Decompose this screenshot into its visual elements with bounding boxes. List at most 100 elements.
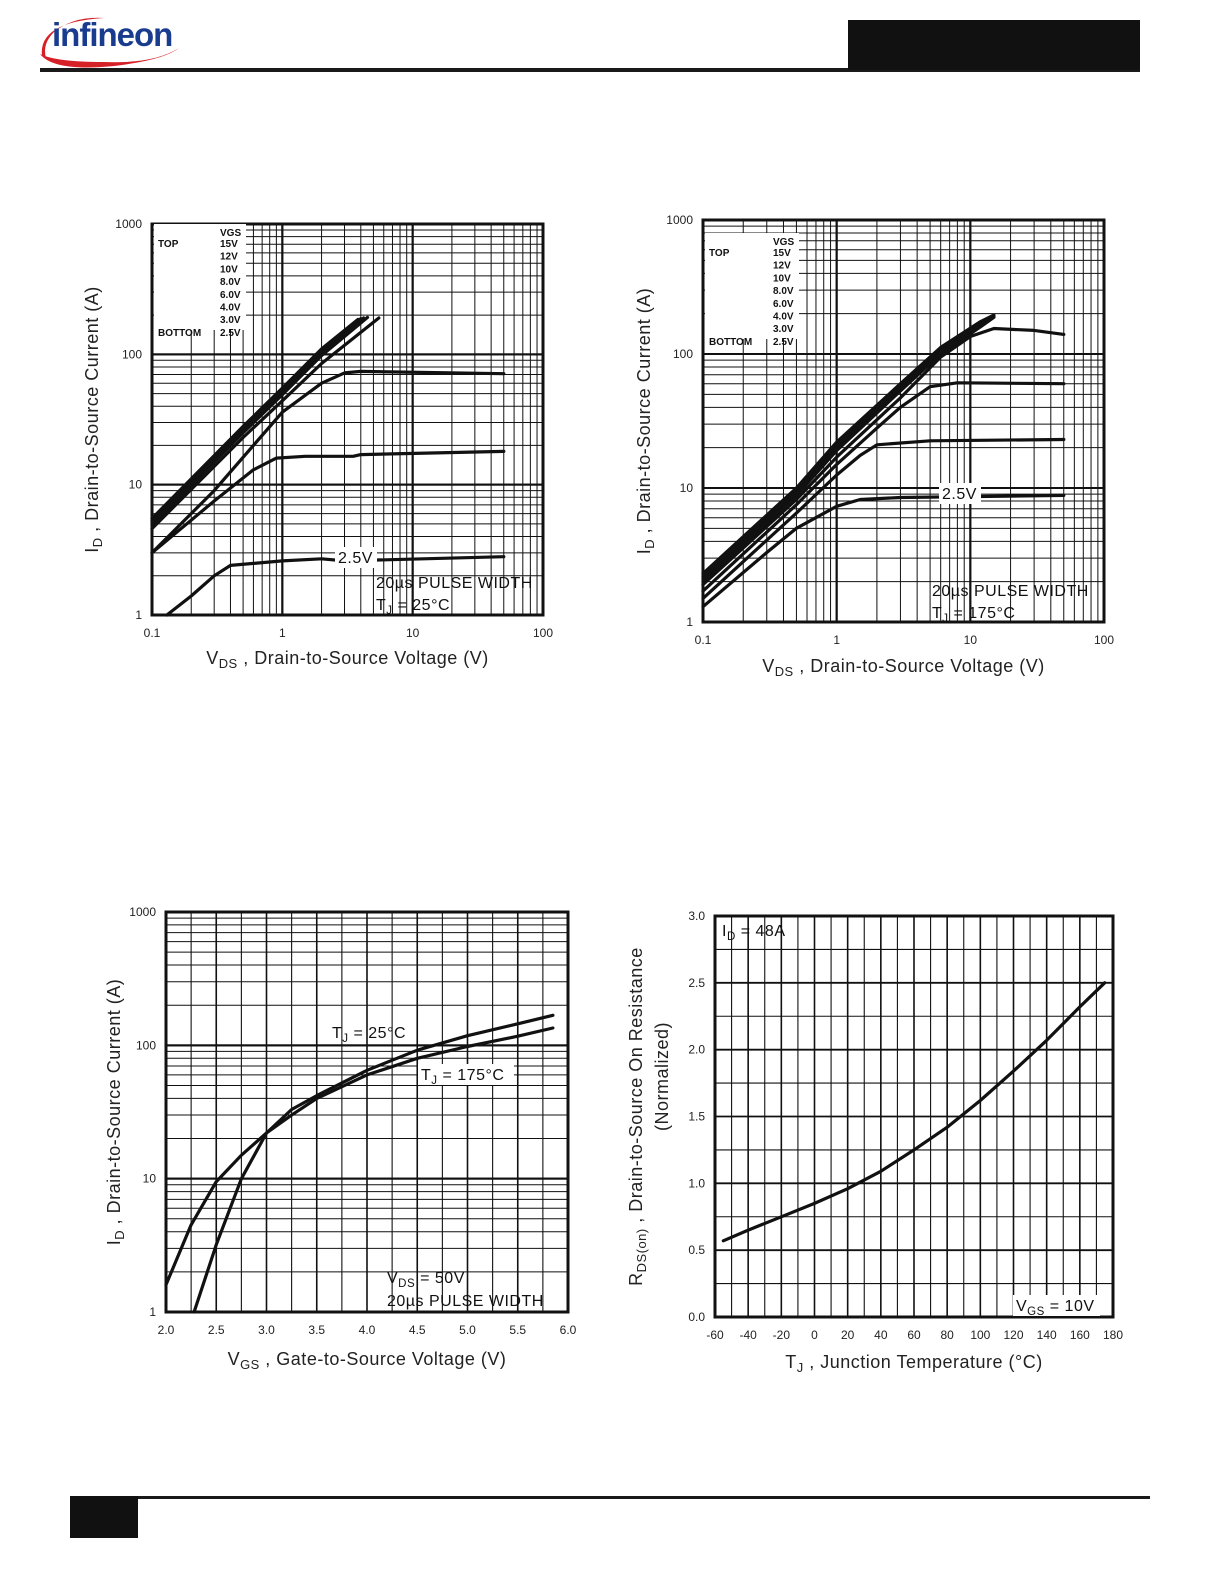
annotation-text: 2.5V — [942, 486, 977, 503]
legend-entry: 12V — [773, 261, 791, 272]
x-axis-label-rest: , Drain-to-Source Voltage (V) — [238, 648, 489, 668]
legend-entry: 8.0V — [220, 277, 241, 288]
grid — [714, 915, 1114, 1318]
series-group — [701, 313, 1066, 609]
x-tick-label: 100 — [970, 1328, 990, 1342]
legend-entry: 4.0V — [220, 303, 241, 314]
x-axis-label-sub: J — [797, 1360, 804, 1375]
series-line — [701, 493, 1066, 609]
y-tick-label: 1.0 — [688, 1176, 705, 1190]
annotation-text-rest: = 10V — [1045, 1298, 1095, 1315]
y-axis-label-sub: D — [90, 537, 105, 547]
annotation-bg — [1013, 1295, 1100, 1316]
x-tick-label: 60 — [907, 1328, 921, 1342]
y-axis-label-main: R — [626, 1272, 646, 1286]
footer-page-block — [70, 1496, 138, 1538]
legend-entry: 15V — [220, 239, 238, 250]
x-tick-label: 80 — [940, 1328, 954, 1342]
annotation-text: ID = 48A — [722, 923, 785, 943]
annotation-text-main: V — [1016, 1298, 1027, 1315]
legend-entry: 3.0V — [773, 324, 794, 335]
series-line — [164, 1026, 555, 1287]
x-tick-label: 4.0 — [359, 1323, 376, 1337]
x-axis-label-sub: DS — [775, 664, 794, 679]
y-tick-label: 2.0 — [688, 1043, 705, 1057]
y-tick-label: 1 — [135, 608, 142, 622]
annotation-text: 20µs PULSE WIDTH — [932, 583, 1089, 600]
annotation-text-sub: DS — [398, 1278, 415, 1290]
legend-entry: 10V — [773, 273, 791, 284]
footer-rule — [70, 1496, 1150, 1499]
x-tick-label: 160 — [1070, 1328, 1090, 1342]
y-axis-label: ID , Drain-to-Source Current (A) — [104, 979, 127, 1245]
chart-fig3-transfer: 2.0 2.5 3.0 3.5 4.0 4.5 5.0 5.5 6.01101001000VGS… — [104, 905, 577, 1372]
annotation-text-rest: = 175°C — [438, 1067, 505, 1084]
plot-frame — [150, 222, 545, 617]
series-line — [701, 437, 1066, 600]
x-tick-label: 5.5 — [509, 1323, 526, 1337]
x-axis-label-main: V — [206, 648, 219, 668]
series-line — [701, 381, 1066, 593]
y-tick-label: 3.0 — [688, 909, 705, 923]
annotation-bg — [418, 1064, 514, 1085]
legend-bg — [154, 224, 246, 330]
y-axis-label: ID , Drain-to-Source Current (A) — [634, 288, 657, 554]
y-tick-label: 1 — [149, 1305, 156, 1319]
series-group — [164, 1013, 555, 1314]
legend-entry: 12V — [220, 252, 238, 263]
legend-entry: 6.0V — [773, 299, 794, 310]
series-line — [701, 315, 996, 584]
logo-text: infineon — [52, 16, 172, 53]
y-axis-label-rest: , Drain-to-Source Current (A) — [82, 286, 102, 537]
x-tick-label: 180 — [1103, 1328, 1123, 1342]
annotation-text-main: T — [932, 605, 942, 622]
annotation-text-sub: J — [431, 1075, 437, 1087]
header-rule — [40, 68, 1140, 72]
x-axis-label-main: V — [762, 656, 775, 676]
x-tick-label: 3.0 — [258, 1323, 275, 1337]
annotation-text: TJ = 25°C — [376, 597, 450, 617]
x-axis-label: TJ , Junction Temperature (°C) — [785, 1352, 1042, 1375]
y-tick-label: 1000 — [115, 217, 142, 231]
legend-top-label: TOP — [709, 248, 730, 259]
legend-entry: 8.0V — [773, 286, 794, 297]
legend-entry: 2.5V — [220, 328, 241, 339]
logo-graphic: infineon — [40, 16, 179, 68]
x-tick-label: 6.0 — [560, 1323, 577, 1337]
annotation-text-main: I — [722, 923, 727, 940]
infineon-logo: infineon — [34, 10, 184, 72]
annotation-text: 20µs PULSE WIDTH — [387, 1293, 544, 1310]
y-axis-label: RDS(on) , Drain-to-Source On Resistance — [626, 947, 649, 1286]
annotation-bg — [939, 483, 981, 504]
y-axis-label-line2: (Normalized) — [652, 1022, 672, 1131]
legend-entry: 3.0V — [220, 315, 241, 326]
x-tick-label: 100 — [1094, 633, 1114, 647]
y-axis-label-main: I — [82, 547, 102, 553]
annotation-text-sub: J — [942, 613, 948, 625]
annotation-text-rest: = 25°C — [393, 597, 450, 614]
x-tick-label: 0.1 — [144, 626, 161, 640]
annotation-text-main: T — [376, 597, 386, 614]
x-tick-label: -20 — [773, 1328, 791, 1342]
y-axis-label-rest: , Drain-to-Source On Resistance — [626, 947, 646, 1228]
annotation-text: TJ = 175°C — [932, 605, 1015, 625]
y-axis-label-sub: DS(on) — [634, 1228, 649, 1272]
annotation-text: 20µs PULSE WIDTH — [376, 575, 533, 592]
annotation-text-main: V — [387, 1270, 398, 1287]
series-line — [192, 1013, 555, 1314]
series-line — [721, 981, 1107, 1243]
annotation-text-sub: D — [727, 931, 736, 943]
x-tick-label: 1 — [279, 626, 286, 640]
y-axis-label-main: I — [634, 549, 654, 555]
legend-entry: 2.5V — [773, 337, 794, 348]
y-tick-label: 0.5 — [688, 1243, 705, 1257]
grid — [165, 911, 569, 1313]
x-axis-label-main: T — [785, 1352, 797, 1372]
legend-top-label: TOP — [158, 239, 179, 250]
x-tick-label: 2.0 — [158, 1323, 175, 1337]
annotation-text: VDS = 50V — [387, 1270, 465, 1290]
y-tick-label: 1 — [686, 615, 693, 629]
